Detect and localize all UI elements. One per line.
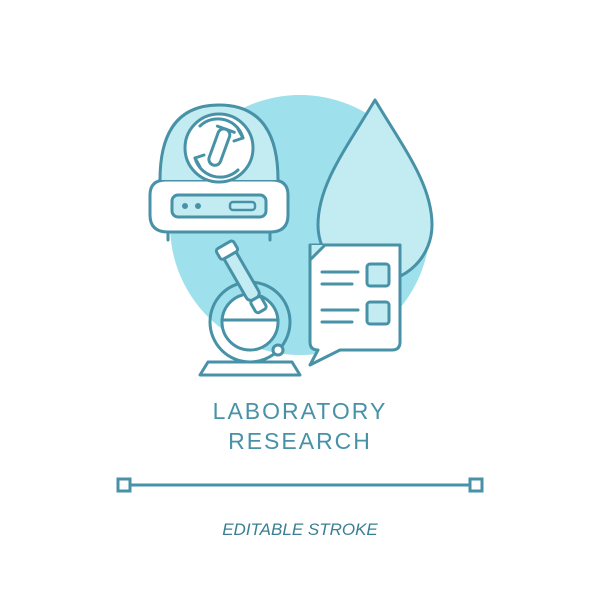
title-line2: RESEARCH [0,428,600,455]
title-line1: LABORATORY [0,398,600,425]
divider [118,479,482,491]
subtitle: EDITABLE STROKE [0,520,600,540]
checklist-icon [310,245,400,365]
illustration-canvas [0,0,600,600]
